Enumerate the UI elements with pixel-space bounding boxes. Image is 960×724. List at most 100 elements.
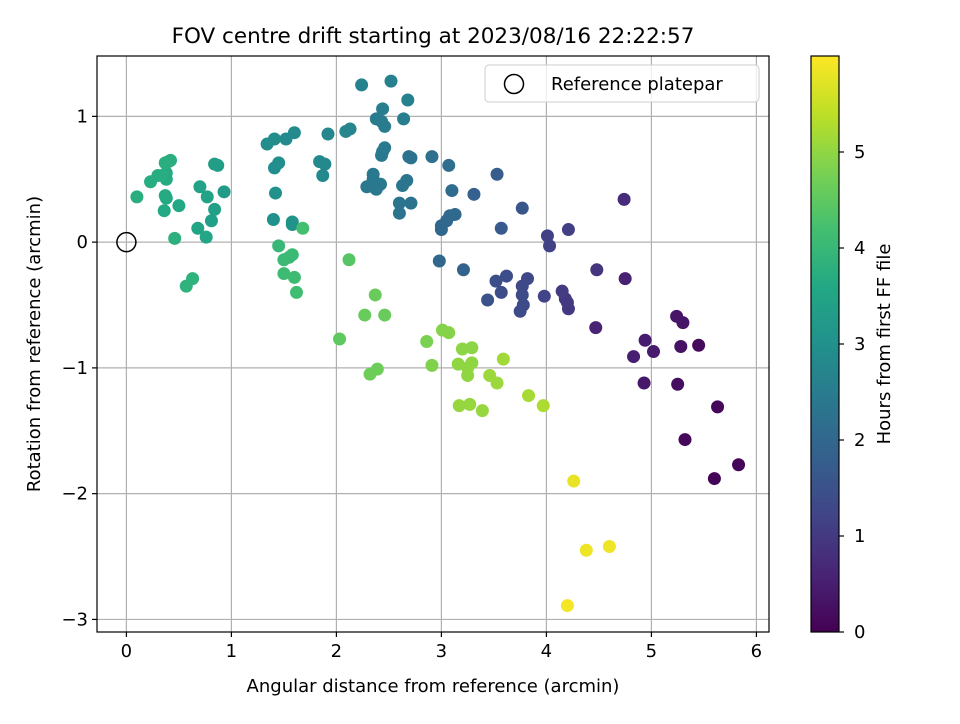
x-tick-label: 2 xyxy=(331,641,342,662)
data-point xyxy=(179,279,193,293)
data-point xyxy=(339,124,353,138)
data-point xyxy=(670,309,684,323)
colorbar-tick-label: 2 xyxy=(854,430,865,451)
data-point xyxy=(425,150,439,164)
data-point xyxy=(130,190,144,204)
data-point xyxy=(671,377,685,391)
data-point xyxy=(172,199,186,213)
data-point xyxy=(208,202,222,216)
data-point xyxy=(208,157,222,171)
data-point xyxy=(342,253,356,267)
x-tick-label: 6 xyxy=(751,641,762,662)
data-point xyxy=(267,161,281,175)
reference-marker-layer xyxy=(116,231,137,253)
data-point xyxy=(384,74,398,88)
data-point xyxy=(637,376,651,390)
data-point xyxy=(144,175,158,189)
data-point xyxy=(732,458,746,472)
data-point xyxy=(515,201,529,215)
colorbar-tick-label: 1 xyxy=(854,526,865,547)
data-point xyxy=(494,221,508,235)
data-point xyxy=(560,599,574,613)
data-point xyxy=(455,342,469,356)
data-point xyxy=(496,352,510,366)
data-point xyxy=(157,204,171,218)
data-point xyxy=(465,341,479,355)
data-point xyxy=(692,338,706,352)
data-point xyxy=(481,293,495,307)
plot-area xyxy=(97,56,769,632)
data-point xyxy=(161,155,175,169)
x-tick-label: 0 xyxy=(121,641,132,662)
data-point xyxy=(638,333,652,347)
data-point xyxy=(269,186,282,200)
data-point xyxy=(155,168,169,182)
data-point xyxy=(540,229,554,243)
data-point xyxy=(590,263,604,277)
data-point xyxy=(368,288,382,302)
data-point xyxy=(358,308,372,322)
colorbar-tick-label: 4 xyxy=(854,238,865,259)
data-point xyxy=(602,539,616,553)
data-point xyxy=(442,158,456,172)
x-tick-label: 3 xyxy=(436,641,447,662)
data-point xyxy=(489,274,503,288)
data-point xyxy=(617,192,631,206)
data-point xyxy=(425,358,439,372)
data-point xyxy=(363,367,377,381)
data-point xyxy=(461,368,475,382)
legend-marker-icon xyxy=(503,73,525,95)
data-points xyxy=(130,74,746,613)
x-axis-label: Angular distance from reference (arcmin) xyxy=(247,676,620,697)
data-point xyxy=(392,206,406,220)
data-point xyxy=(500,269,513,283)
plot-frame xyxy=(96,55,770,633)
colorbar-tick-label: 3 xyxy=(854,334,865,355)
data-point xyxy=(260,137,274,151)
colorbar-tick-label: 5 xyxy=(854,142,865,163)
colorbar-tick-label: 0 xyxy=(854,622,865,643)
y-tick-label: −3 xyxy=(61,609,88,630)
data-point xyxy=(396,179,410,193)
data-point xyxy=(490,167,504,181)
data-point xyxy=(375,114,389,128)
data-point xyxy=(266,212,280,226)
data-point xyxy=(442,326,456,340)
data-point xyxy=(627,350,641,364)
data-point xyxy=(513,304,527,318)
data-point xyxy=(285,248,299,262)
data-point xyxy=(376,145,390,159)
data-point xyxy=(333,332,347,346)
data-point xyxy=(515,288,529,302)
data-point xyxy=(366,167,380,181)
data-point xyxy=(561,223,575,237)
data-point xyxy=(463,397,477,411)
data-point xyxy=(272,239,286,253)
data-point xyxy=(618,272,632,286)
data-point xyxy=(193,180,207,194)
data-point xyxy=(567,474,581,488)
data-point xyxy=(445,184,459,198)
data-point xyxy=(647,345,660,359)
data-point xyxy=(432,254,446,268)
data-point xyxy=(555,284,569,298)
data-point xyxy=(707,472,721,486)
data-point xyxy=(674,340,688,354)
data-point xyxy=(543,239,557,253)
data-point xyxy=(199,230,213,244)
data-point xyxy=(168,231,182,245)
data-point xyxy=(452,399,466,413)
data-point xyxy=(465,356,479,370)
data-point xyxy=(467,187,481,201)
data-point xyxy=(456,263,470,277)
data-point xyxy=(537,289,551,303)
data-point xyxy=(290,285,303,299)
data-point xyxy=(589,321,603,335)
data-point xyxy=(321,127,335,141)
reference-platepar-marker xyxy=(116,231,137,253)
data-point xyxy=(191,221,205,235)
colorbar-gradient xyxy=(811,56,839,632)
y-tick-label: 0 xyxy=(77,232,88,253)
